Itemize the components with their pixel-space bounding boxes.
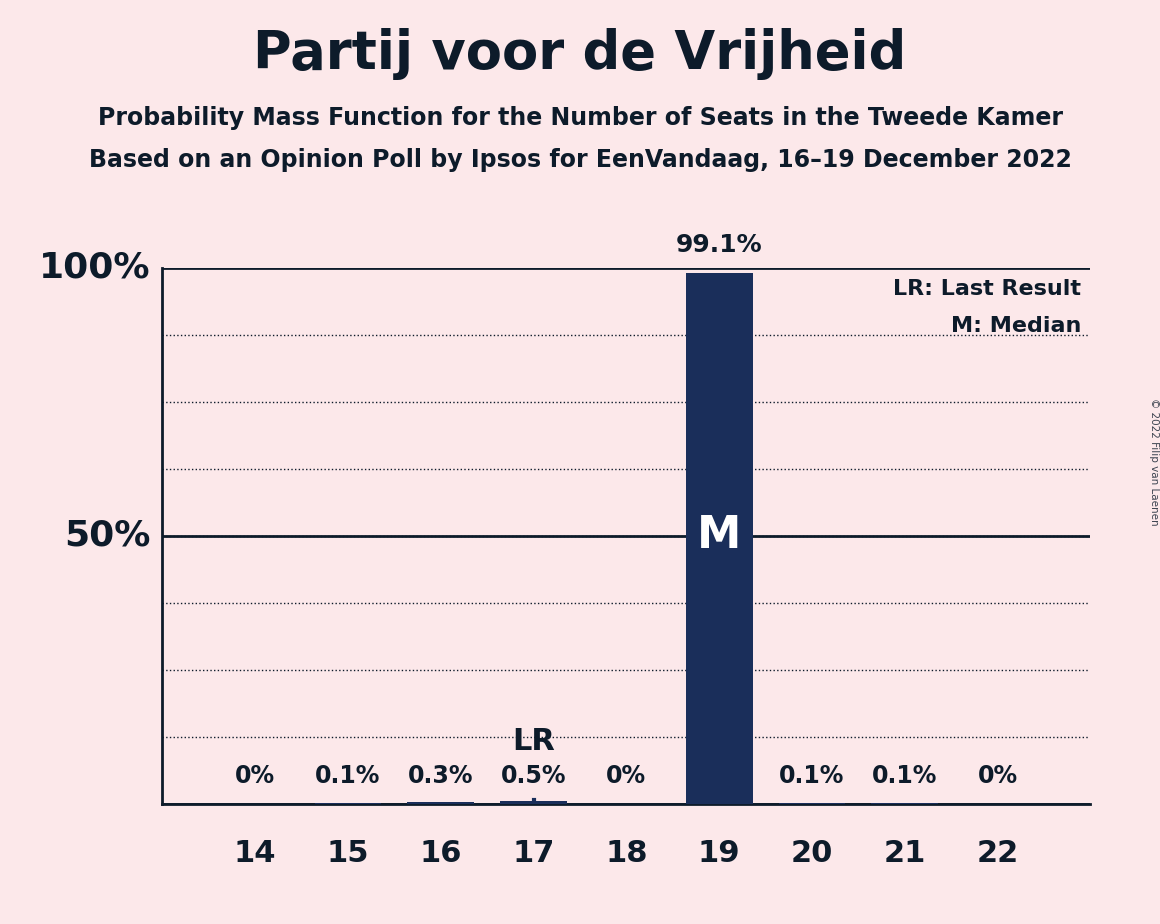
Text: 0%: 0% [978,764,1017,788]
Bar [500,801,567,804]
Text: 99.1%: 99.1% [676,233,762,257]
Text: LR: Last Result: LR: Last Result [893,279,1081,298]
Text: Based on an Opinion Poll by Ipsos for EenVandaag, 16–19 December 2022: Based on an Opinion Poll by Ipsos for Ee… [88,148,1072,172]
Text: © 2022 Filip van Laenen: © 2022 Filip van Laenen [1150,398,1159,526]
Text: 0.1%: 0.1% [316,764,380,788]
Text: Probability Mass Function for the Number of Seats in the Tweede Kamer: Probability Mass Function for the Number… [97,106,1063,130]
Text: M: M [697,515,741,557]
Text: 50%: 50% [65,519,151,553]
Bar [407,802,474,804]
Text: LR: LR [513,726,554,756]
Text: 0.1%: 0.1% [872,764,937,788]
Text: M: Median: M: Median [951,316,1081,336]
Text: 0%: 0% [235,764,275,788]
Bar [686,273,753,804]
Text: 100%: 100% [39,251,151,285]
Text: 0.3%: 0.3% [408,764,473,788]
Text: Partij voor de Vrijheid: Partij voor de Vrijheid [253,28,907,79]
Text: 0.5%: 0.5% [501,764,566,788]
Text: 0.1%: 0.1% [780,764,844,788]
Text: 0%: 0% [607,764,646,788]
